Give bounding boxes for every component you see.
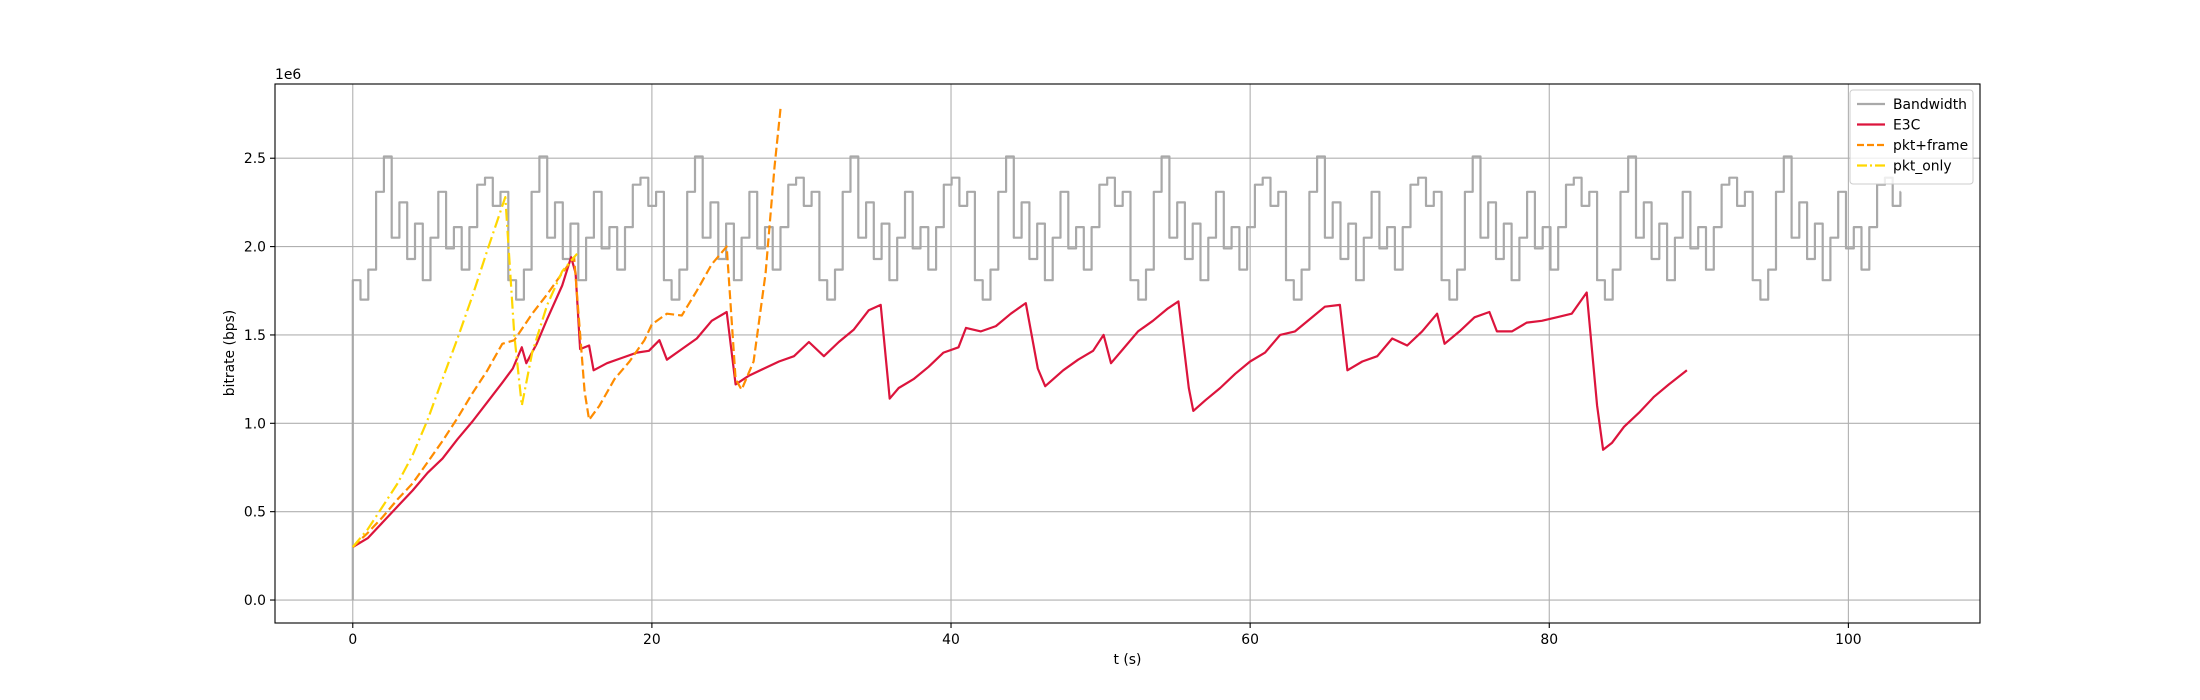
y-tick-label: 0.5 xyxy=(244,505,266,521)
legend-label: E3C xyxy=(1893,118,1920,134)
x-axis-label: t (s) xyxy=(1114,652,1142,668)
x-tick-label: 0 xyxy=(348,632,357,648)
plot-frame xyxy=(274,83,1981,624)
y-axis-label: bitrate (bps) xyxy=(222,310,238,396)
y-tick-label: 2.0 xyxy=(244,240,266,256)
x-tick-label: 100 xyxy=(1835,632,1862,648)
legend: Bandwidth E3C pkt+frame pkt_only xyxy=(1849,89,1974,185)
series-line-bandwidth xyxy=(351,155,1902,600)
legend-box xyxy=(1849,89,1974,185)
legend-label: Bandwidth xyxy=(1893,97,1967,113)
legend-label: pkt_only xyxy=(1893,159,1952,175)
series-line-pkt-only xyxy=(351,196,578,548)
y-tick-label: 1.0 xyxy=(244,416,266,432)
x-tick-label: 60 xyxy=(1241,632,1259,648)
y-tick-label: 2.5 xyxy=(244,151,266,167)
x-tick-label: 20 xyxy=(643,632,661,648)
grid-lines xyxy=(275,84,1980,623)
y-scale-label: 1e6 xyxy=(275,67,301,83)
y-tick-label: 1.5 xyxy=(244,328,266,344)
x-tick-label: 80 xyxy=(1540,632,1558,648)
series-layer xyxy=(351,108,1902,600)
y-tick-label: 0.0 xyxy=(244,593,266,609)
x-tick-label: 40 xyxy=(942,632,960,648)
legend-label: pkt+frame xyxy=(1893,138,1968,154)
axis-ticks: 0 20 40 60 80 100 0.0 0.5 1.0 1.5 2.0 2.5 xyxy=(244,151,1862,648)
